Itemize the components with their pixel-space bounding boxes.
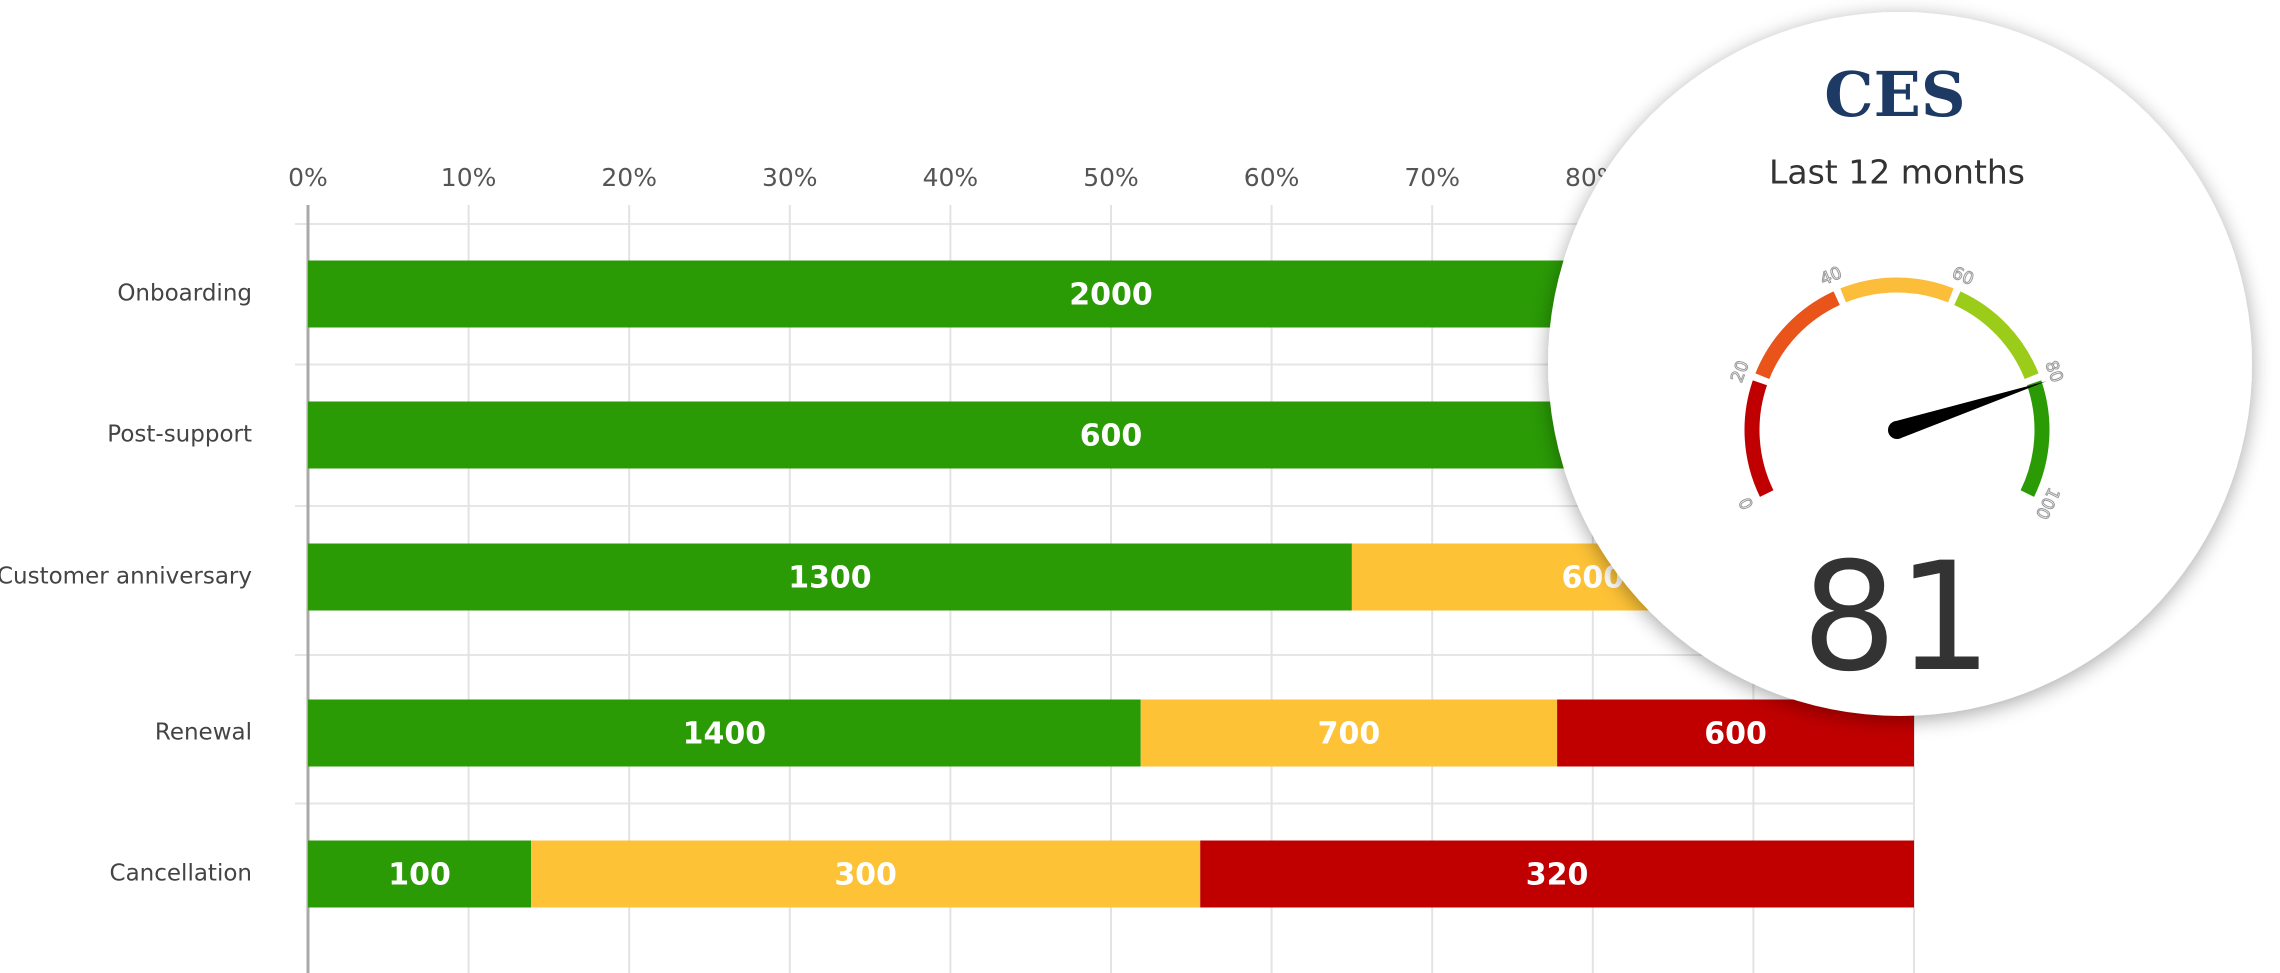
bar-label: 2000 [1069,278,1153,313]
bar-label: 320 [1526,858,1589,893]
x-tick-label: 30% [762,163,818,192]
gauge-card [1548,12,2252,716]
x-tick-label: 60% [1244,163,1300,192]
bar-segment [1140,699,1558,767]
x-tick-label: 70% [1404,163,1460,192]
gauge-title: CES [1824,58,1965,131]
bar-label: 1400 [683,717,767,752]
gauge-band [2020,380,2050,497]
bar-label: 600 [1080,419,1143,454]
bar-chart: 0%10%20%30%40%50%60%70%80%90%100%Onboard… [0,163,1950,973]
category-label: Customer anniversary [0,564,252,590]
x-tick-label: 10% [441,163,497,192]
gauge-band [1744,380,1774,497]
bar-segment [531,840,1201,908]
x-tick-label: 50% [1083,163,1139,192]
bar-segment [1200,840,1914,908]
x-tick-label: 0% [288,163,328,192]
gauge-band [1954,291,2039,380]
bar-label: 1300 [788,561,872,596]
x-tick-label: 40% [923,163,979,192]
gauge-subtitle: Last 12 months [1769,153,2025,192]
gauge-band [1840,277,1954,303]
gauge-needle [1894,381,2047,439]
bar-segment [308,699,1141,767]
category-label: Post-support [107,422,252,448]
gauge-band [1755,291,1840,380]
category-label: Renewal [155,720,252,746]
gauge-value: 81 [1802,531,1993,705]
bar-segment [308,543,1352,611]
category-label: Onboarding [117,281,252,307]
bar-segment [308,840,532,908]
bar-label: 700 [1318,717,1381,752]
x-tick-label: 20% [601,163,657,192]
gauge-hub [1888,421,1906,439]
bar-label: 100 [388,858,451,893]
category-label: Cancellation [110,861,252,887]
bar-label: 600 [1704,717,1767,752]
bar-label: 300 [834,858,897,893]
